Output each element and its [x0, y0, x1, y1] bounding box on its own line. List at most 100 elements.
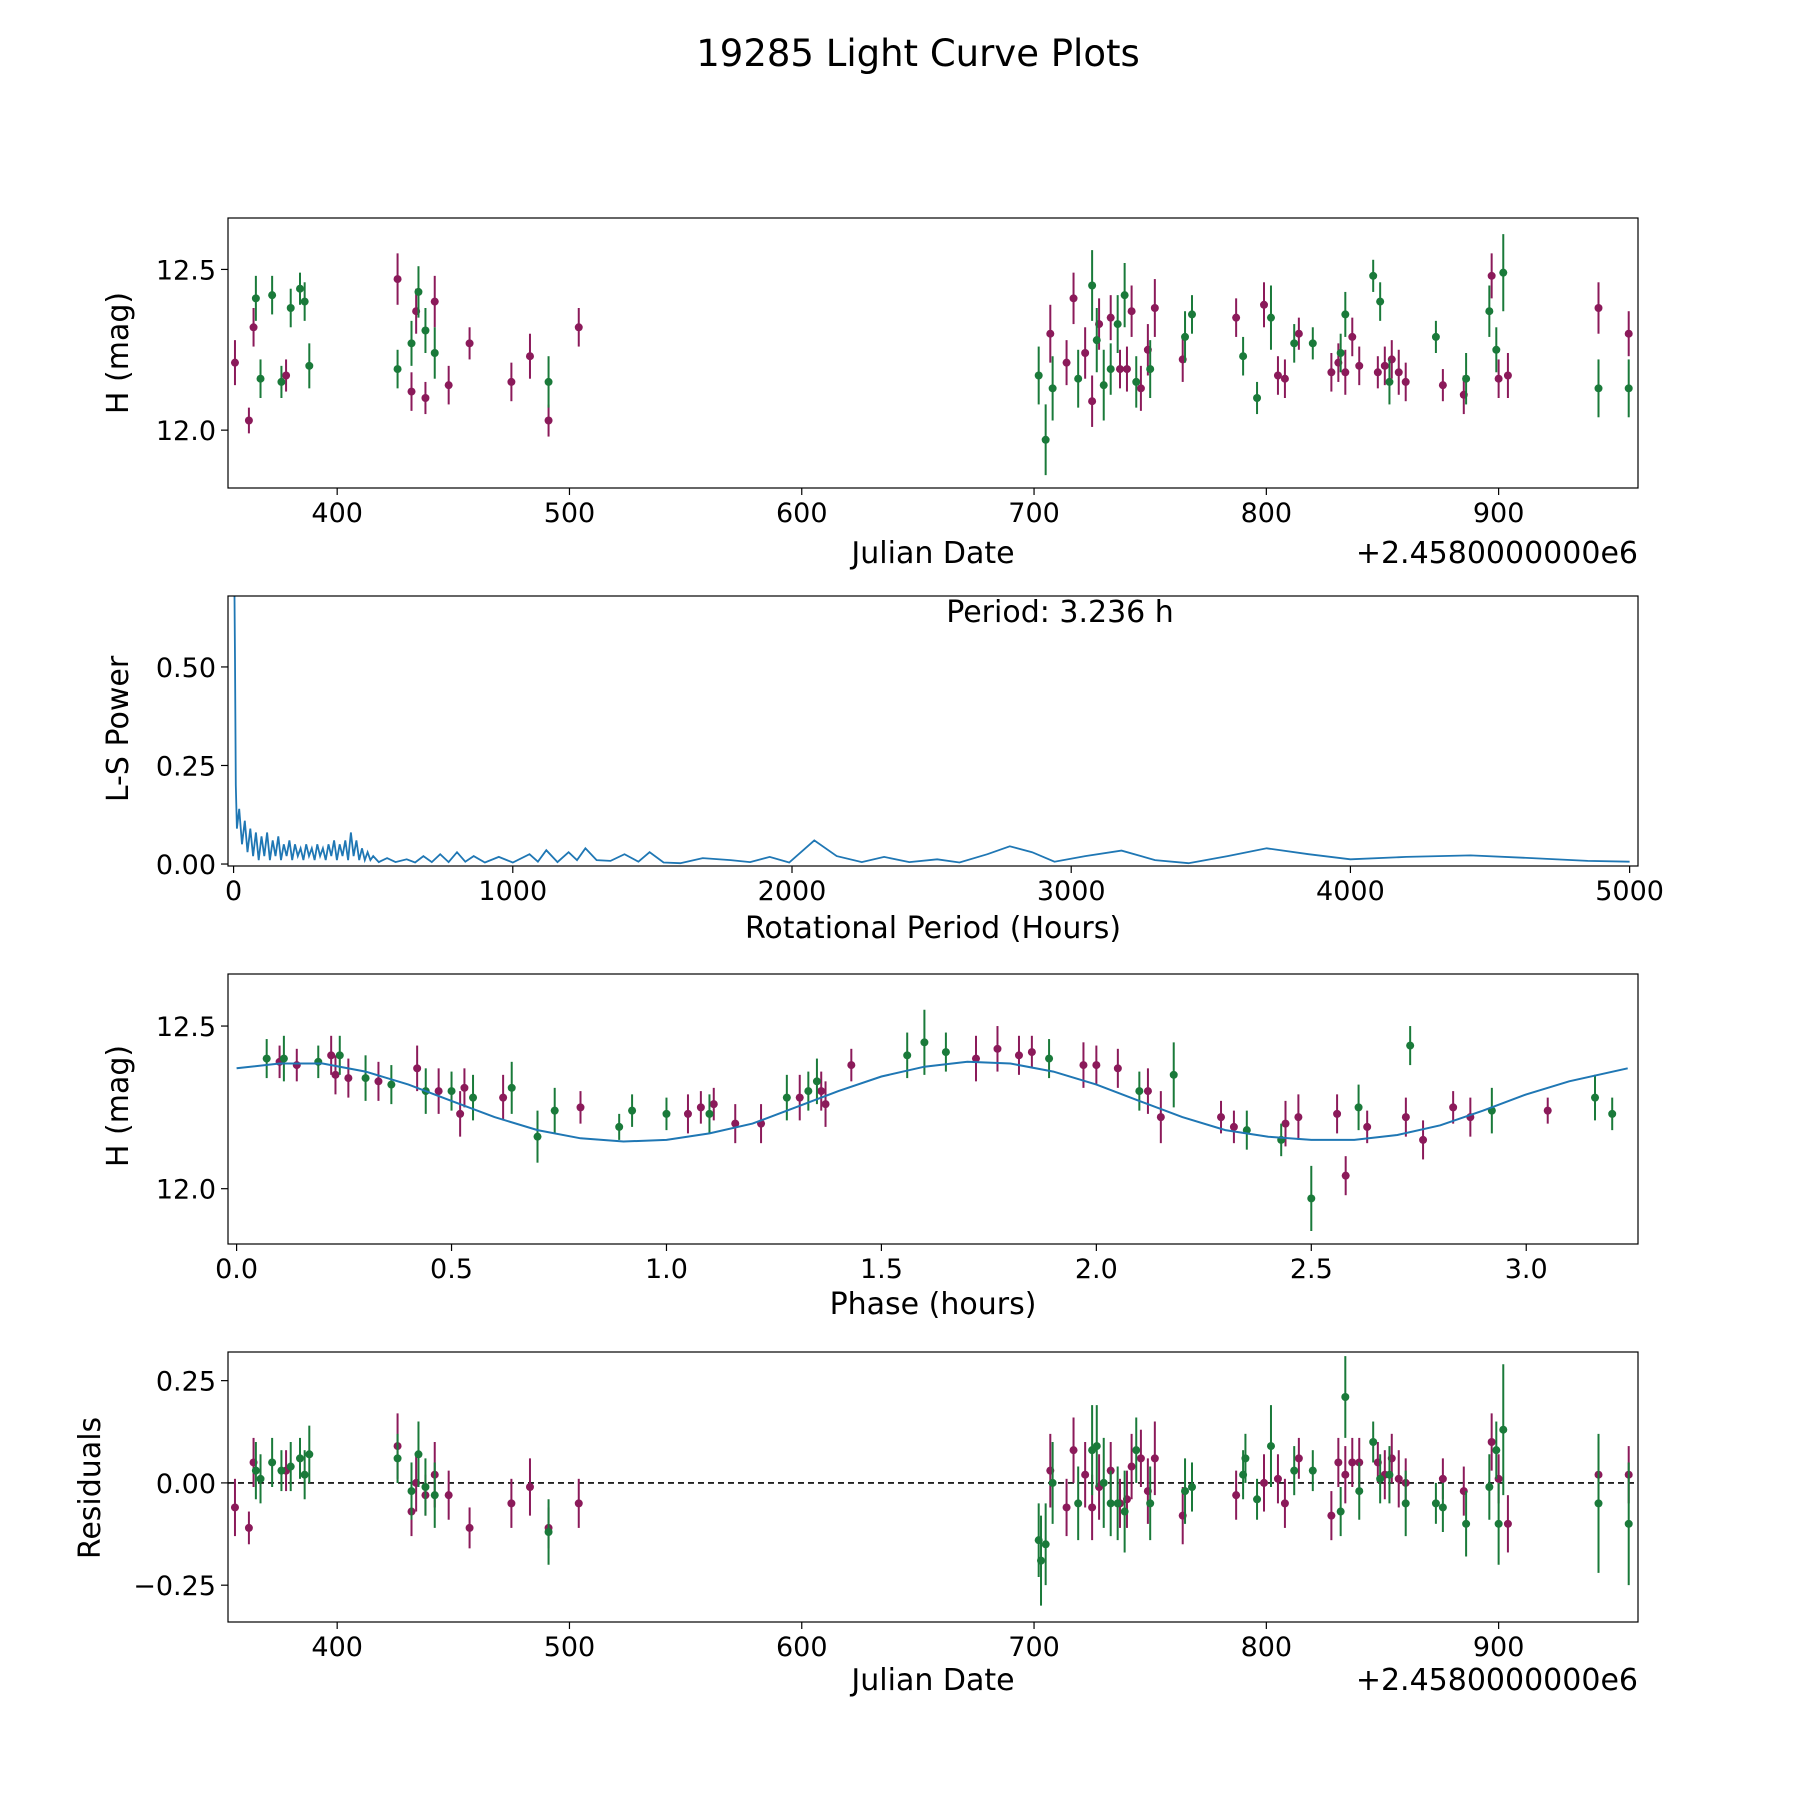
- phased-point: [1281, 1119, 1290, 1128]
- residuals-xtick-label: 700: [1008, 1632, 1060, 1663]
- residuals-ylabel: Residuals: [73, 1417, 108, 1559]
- phased-point: [1333, 1109, 1342, 1118]
- phased-xtick-label: 3.0: [1505, 1254, 1548, 1285]
- residuals-point: [277, 1466, 286, 1475]
- residuals-point: [1438, 1503, 1447, 1512]
- residuals-point: [286, 1462, 295, 1471]
- lightcurve-point: [1341, 368, 1350, 377]
- periodogram-xtick-label: 4000: [1316, 876, 1385, 907]
- phased-point: [413, 1064, 422, 1073]
- phased-point: [262, 1054, 271, 1063]
- lightcurve-point: [1081, 349, 1090, 357]
- phased-point: [1143, 1087, 1152, 1096]
- residuals-point: [1494, 1519, 1503, 1528]
- phased-xtick-label: 2.0: [1075, 1254, 1118, 1285]
- phased-point: [1608, 1109, 1617, 1118]
- lightcurve-point: [1232, 313, 1241, 322]
- lightcurve-point: [1136, 384, 1145, 393]
- period-annotation: Period: 3.236 h: [946, 595, 1174, 630]
- residuals-point: [1113, 1499, 1122, 1508]
- residuals-point: [1181, 1487, 1190, 1496]
- phased-point: [1113, 1064, 1122, 1073]
- lightcurve-point: [1294, 329, 1303, 338]
- residuals-point: [251, 1466, 260, 1475]
- phased-point: [344, 1074, 353, 1083]
- phased-point: [456, 1109, 465, 1118]
- phased-xtick-label: 0.5: [430, 1254, 473, 1285]
- phased-point: [447, 1087, 456, 1096]
- lightcurve-point: [1492, 345, 1501, 354]
- phased-xlabel: Phase (hours): [830, 1287, 1037, 1322]
- lightcurve-point: [1503, 371, 1512, 380]
- phased-point: [941, 1048, 950, 1057]
- phased-point: [705, 1109, 714, 1118]
- lightcurve-point: [1594, 304, 1603, 312]
- residuals-point: [574, 1499, 583, 1508]
- residuals-point: [1355, 1487, 1364, 1496]
- lightcurve-point: [1394, 368, 1403, 377]
- residuals-point: [1485, 1483, 1494, 1491]
- lightcurve-point: [465, 339, 474, 348]
- lightcurve-point: [1150, 304, 1159, 312]
- residuals-frame: [227, 1351, 1639, 1623]
- lightcurve-point: [1485, 307, 1494, 316]
- residuals-plot-area: [228, 1356, 1638, 1606]
- lightcurve-point: [249, 323, 258, 332]
- lightcurve-frame: [227, 217, 1639, 489]
- phased-point: [279, 1054, 288, 1063]
- lightcurve-point: [1122, 365, 1131, 374]
- phased-point: [507, 1083, 516, 1092]
- lightcurve-point: [1062, 358, 1071, 367]
- residuals-point: [1041, 1540, 1050, 1549]
- periodogram-xlabel: Rotational Period (Hours): [745, 911, 1121, 946]
- lightcurve-point: [1487, 271, 1496, 280]
- residuals-point: [300, 1470, 309, 1479]
- residuals-point: [1099, 1478, 1108, 1487]
- phased-point: [1363, 1122, 1372, 1131]
- residuals-point: [1594, 1499, 1603, 1508]
- periodogram-xtick-label: 0: [225, 876, 242, 907]
- phased-point: [533, 1132, 542, 1141]
- residuals-xtick-label: 900: [1473, 1632, 1525, 1663]
- phased-point: [731, 1119, 740, 1128]
- lightcurve-point: [1373, 368, 1382, 377]
- residuals-point: [393, 1454, 402, 1463]
- lightcurve-point: [1092, 336, 1101, 345]
- phased-ylabel: H (mag): [101, 1045, 136, 1167]
- lightcurve-point: [1127, 307, 1136, 316]
- residuals-point: [244, 1523, 253, 1532]
- lightcurve-point: [544, 377, 553, 386]
- residuals-panel: Julian Date Residuals +2.4580000000e6 40…: [73, 1351, 1639, 1698]
- lightcurve-point: [1048, 384, 1057, 393]
- lightcurve-point: [286, 304, 295, 312]
- residuals-xtick-label: 600: [776, 1632, 828, 1663]
- residuals-point: [1376, 1474, 1385, 1483]
- phased-point: [576, 1103, 585, 1112]
- periodogram-ytick-label: 0.00: [156, 850, 216, 881]
- residuals-point: [1232, 1491, 1241, 1500]
- phased-point: [812, 1077, 821, 1086]
- phased-point: [499, 1093, 508, 1102]
- lightcurve-point: [421, 326, 430, 335]
- residuals-point: [1294, 1454, 1303, 1463]
- phased-point: [361, 1074, 370, 1083]
- lightcurve-ytick-label: 12.5: [156, 255, 216, 286]
- lightcurve-point: [1132, 377, 1141, 386]
- lightcurve-point: [430, 297, 439, 306]
- phased-point: [314, 1057, 323, 1066]
- lightcurve-plot-area: [230, 234, 1633, 476]
- lightcurve-point: [1106, 365, 1115, 374]
- residuals-point: [430, 1491, 439, 1500]
- phased-point: [795, 1093, 804, 1102]
- periodogram-ytick-label: 0.50: [156, 653, 216, 684]
- lightcurve-point: [1146, 365, 1155, 374]
- lightcurve-point: [1280, 374, 1289, 383]
- residuals-point: [1499, 1425, 1508, 1434]
- lightcurve-xtick-label: 500: [544, 498, 596, 529]
- residuals-point: [1069, 1446, 1078, 1455]
- residuals-point: [1241, 1454, 1250, 1463]
- lightcurve-point: [544, 416, 553, 425]
- phased-point: [1406, 1041, 1415, 1050]
- phased-point: [460, 1083, 469, 1092]
- light-curve-x-offset: +2.4580000000e6: [1356, 536, 1638, 571]
